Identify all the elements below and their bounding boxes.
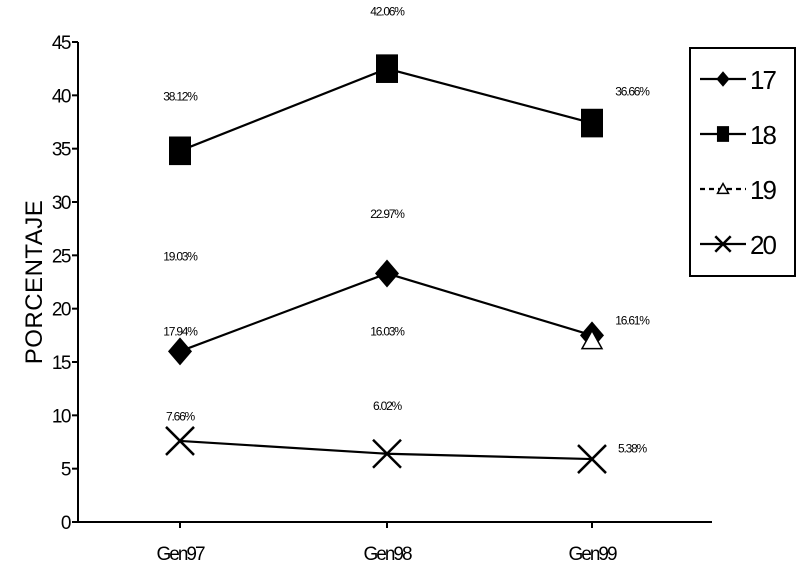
legend-marker-17 bbox=[716, 71, 730, 87]
y-tick-label: 10 bbox=[52, 406, 71, 427]
series-point-20-stroke bbox=[165, 426, 195, 456]
y-tick-label: 5 bbox=[61, 460, 71, 481]
legend-label-17: 17 bbox=[750, 65, 776, 95]
x-tick-label: Gen97 bbox=[156, 544, 204, 565]
data-labels: 42.06% 38.12% 36.66% 22.97% 19.03% 17.94% 16.0… bbox=[163, 4, 651, 456]
data-label: 38.12% bbox=[163, 90, 198, 104]
data-label: 19.03% bbox=[163, 250, 198, 264]
y-tick-label: 25 bbox=[52, 246, 71, 267]
series-layer bbox=[165, 54, 607, 474]
series-point-18 bbox=[581, 108, 603, 138]
y-tick-label: 15 bbox=[52, 353, 71, 374]
data-label: 17.94% bbox=[163, 324, 198, 338]
legend-marker-18 bbox=[716, 126, 730, 142]
data-label: 16.03% bbox=[370, 324, 405, 338]
series-point-20-stroke bbox=[372, 438, 402, 469]
y-tick-label: 40 bbox=[52, 86, 71, 107]
series-point-17 bbox=[375, 259, 399, 288]
x-tick-label: Gen98 bbox=[363, 544, 411, 565]
legend-marker-19 bbox=[716, 181, 730, 195]
y-tick-label: 0 bbox=[61, 513, 71, 534]
data-label: 5.38% bbox=[618, 442, 648, 456]
data-label: 16.61% bbox=[615, 314, 650, 328]
series-point-18 bbox=[376, 54, 398, 83]
series-point-20-stroke bbox=[577, 444, 607, 474]
data-label: 22.97% bbox=[370, 207, 405, 221]
legend-box bbox=[689, 47, 796, 277]
legend-marker-20 bbox=[714, 235, 732, 253]
series-point-18 bbox=[169, 136, 191, 166]
y-tick-label: 35 bbox=[52, 140, 71, 161]
series-point-19 bbox=[580, 329, 604, 350]
legend-marker-20-stroke bbox=[714, 235, 732, 253]
legend-label-18: 18 bbox=[750, 120, 776, 150]
y-axis-title: PORCENTAJE bbox=[21, 200, 48, 365]
series-point-20 bbox=[577, 444, 607, 474]
data-label: 6.02% bbox=[373, 399, 403, 413]
y-tick-label: 30 bbox=[52, 193, 71, 214]
data-label: 36.66% bbox=[615, 84, 650, 98]
legend-label-19: 19 bbox=[750, 175, 776, 205]
y-tick-label: 45 bbox=[52, 33, 71, 54]
data-label: 42.06% bbox=[370, 4, 405, 18]
y-tick-label: 20 bbox=[52, 300, 71, 321]
series-point-20 bbox=[165, 426, 195, 456]
x-tick-label: Gen99 bbox=[568, 544, 616, 565]
series-point-17-start bbox=[172, 350, 188, 362]
axes: 0 5 10 15 20 25 30 35 40 45 Gen97 Gen98 Gen99 bbox=[52, 33, 712, 565]
series-point-20 bbox=[372, 438, 402, 469]
legend: 17 18 19 20 bbox=[689, 47, 796, 277]
legend-label-20: 20 bbox=[750, 230, 776, 260]
data-label: 7.66% bbox=[166, 410, 196, 424]
